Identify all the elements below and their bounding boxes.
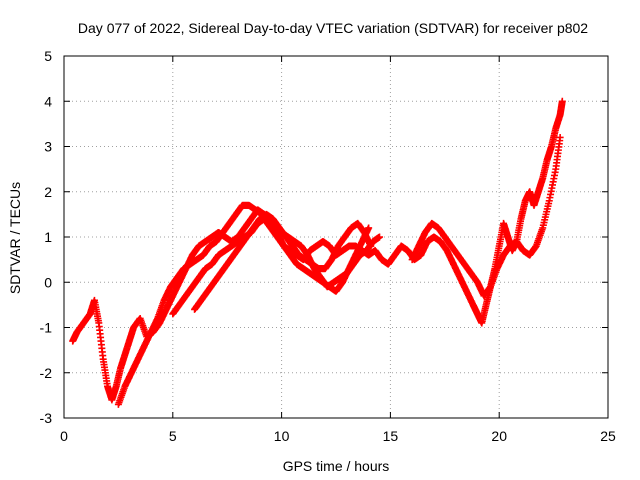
- y-tick-label: 5: [44, 48, 52, 64]
- y-axis-label: SDTVAR / TECUs: [7, 182, 23, 294]
- x-tick-label: 25: [600, 428, 616, 444]
- series-track-5: [408, 133, 564, 300]
- series-track-4: [191, 210, 375, 313]
- data-point: [556, 133, 564, 141]
- data-point: [365, 224, 373, 232]
- y-tick-label: -3: [40, 410, 53, 426]
- axis-ticks: 0 5 10 15 20 25 -3 -2 -1 0 1 2 3 4 5: [40, 48, 616, 444]
- x-tick-label: 15: [383, 428, 399, 444]
- y-tick-label: -2: [40, 365, 53, 381]
- x-tick-label: 20: [491, 428, 507, 444]
- y-tick-label: 0: [44, 274, 52, 290]
- x-axis-label: GPS time / hours: [283, 458, 390, 474]
- y-tick-label: 3: [44, 139, 52, 155]
- x-tick-label: 10: [274, 428, 290, 444]
- data-point: [376, 233, 384, 241]
- data-point: [558, 97, 566, 105]
- x-tick-label: 5: [169, 428, 177, 444]
- y-tick-label: 1: [44, 229, 52, 245]
- y-tick-label: 2: [44, 184, 52, 200]
- grid: [64, 56, 608, 418]
- series-track-2: [114, 201, 384, 408]
- chart-title: Day 077 of 2022, Sidereal Day-to-day VTE…: [78, 20, 588, 36]
- series-track-1: [69, 97, 566, 404]
- x-tick-label: 0: [60, 428, 68, 444]
- y-tick-label: 4: [44, 93, 52, 109]
- data-points: [69, 97, 566, 408]
- y-tick-label: -1: [40, 320, 53, 336]
- data-point: [367, 242, 375, 250]
- series-track-3: [169, 215, 373, 318]
